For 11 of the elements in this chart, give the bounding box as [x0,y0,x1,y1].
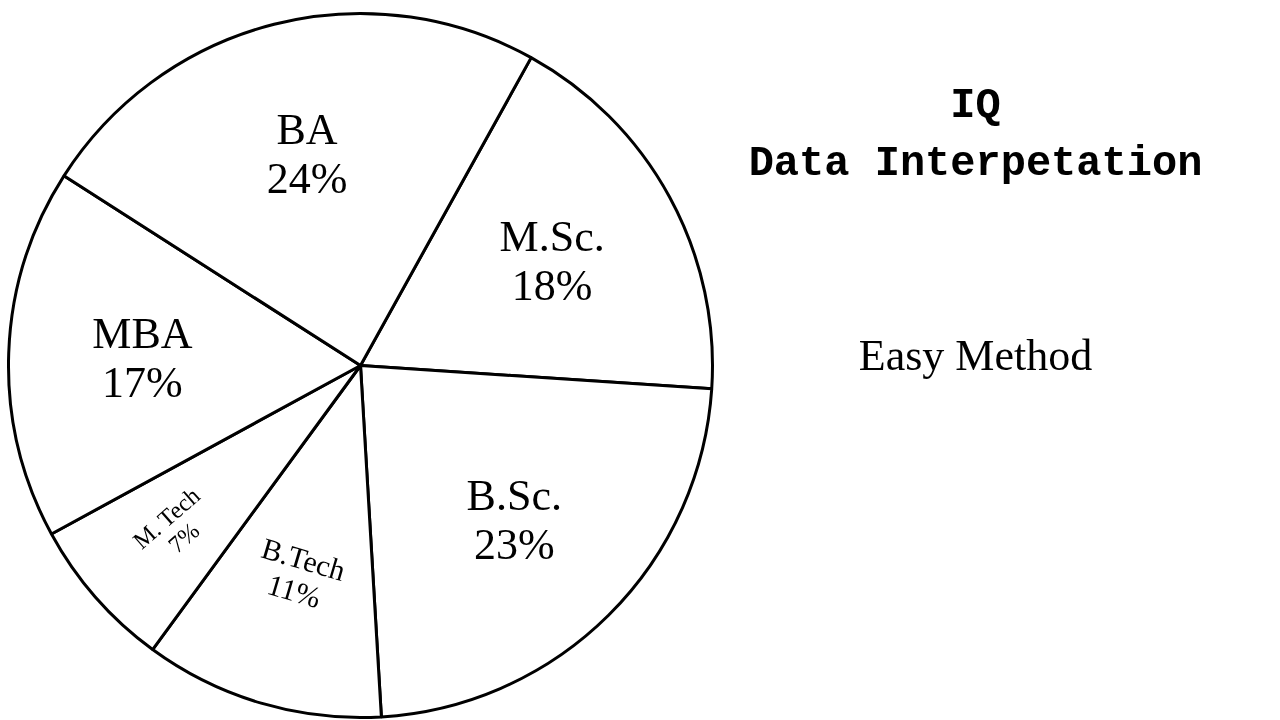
slice-label: B.Sc. [466,471,562,521]
data-label: 17% [102,357,183,407]
data-label: 24% [266,153,348,203]
data-label: 18% [511,261,593,311]
text: IQ [950,81,1001,130]
slice-label: BA [276,104,338,154]
slice-label: M.Sc. [499,212,605,262]
text: Easy Method [858,331,1093,380]
text: Data Interpetation [748,139,1203,188]
slice-label: MBA [92,308,193,358]
data-label: 23% [473,520,555,570]
